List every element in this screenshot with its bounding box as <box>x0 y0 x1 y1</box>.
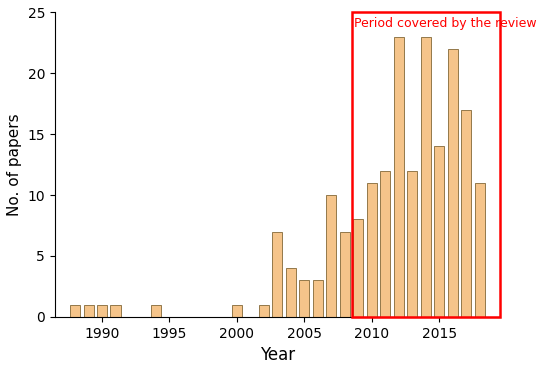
Bar <box>286 268 296 317</box>
Bar <box>151 305 161 317</box>
Bar <box>259 305 269 317</box>
Bar <box>461 110 471 317</box>
Bar <box>434 146 444 317</box>
Bar <box>97 305 107 317</box>
Bar <box>313 280 323 317</box>
Bar <box>111 305 120 317</box>
Bar <box>380 171 390 317</box>
Bar <box>475 183 485 317</box>
Bar <box>367 183 377 317</box>
Bar <box>326 195 337 317</box>
Bar <box>232 305 242 317</box>
X-axis label: Year: Year <box>260 346 295 364</box>
Y-axis label: No. of papers: No. of papers <box>7 113 22 216</box>
Bar <box>353 219 364 317</box>
Bar <box>70 305 80 317</box>
Bar <box>272 232 283 317</box>
Bar <box>407 171 417 317</box>
Bar <box>421 37 431 317</box>
Bar <box>299 280 310 317</box>
Text: Period covered by the review: Period covered by the review <box>354 17 537 30</box>
Bar <box>394 37 404 317</box>
Bar <box>340 232 350 317</box>
Bar <box>448 49 458 317</box>
Bar <box>351 13 500 317</box>
Bar <box>84 305 94 317</box>
